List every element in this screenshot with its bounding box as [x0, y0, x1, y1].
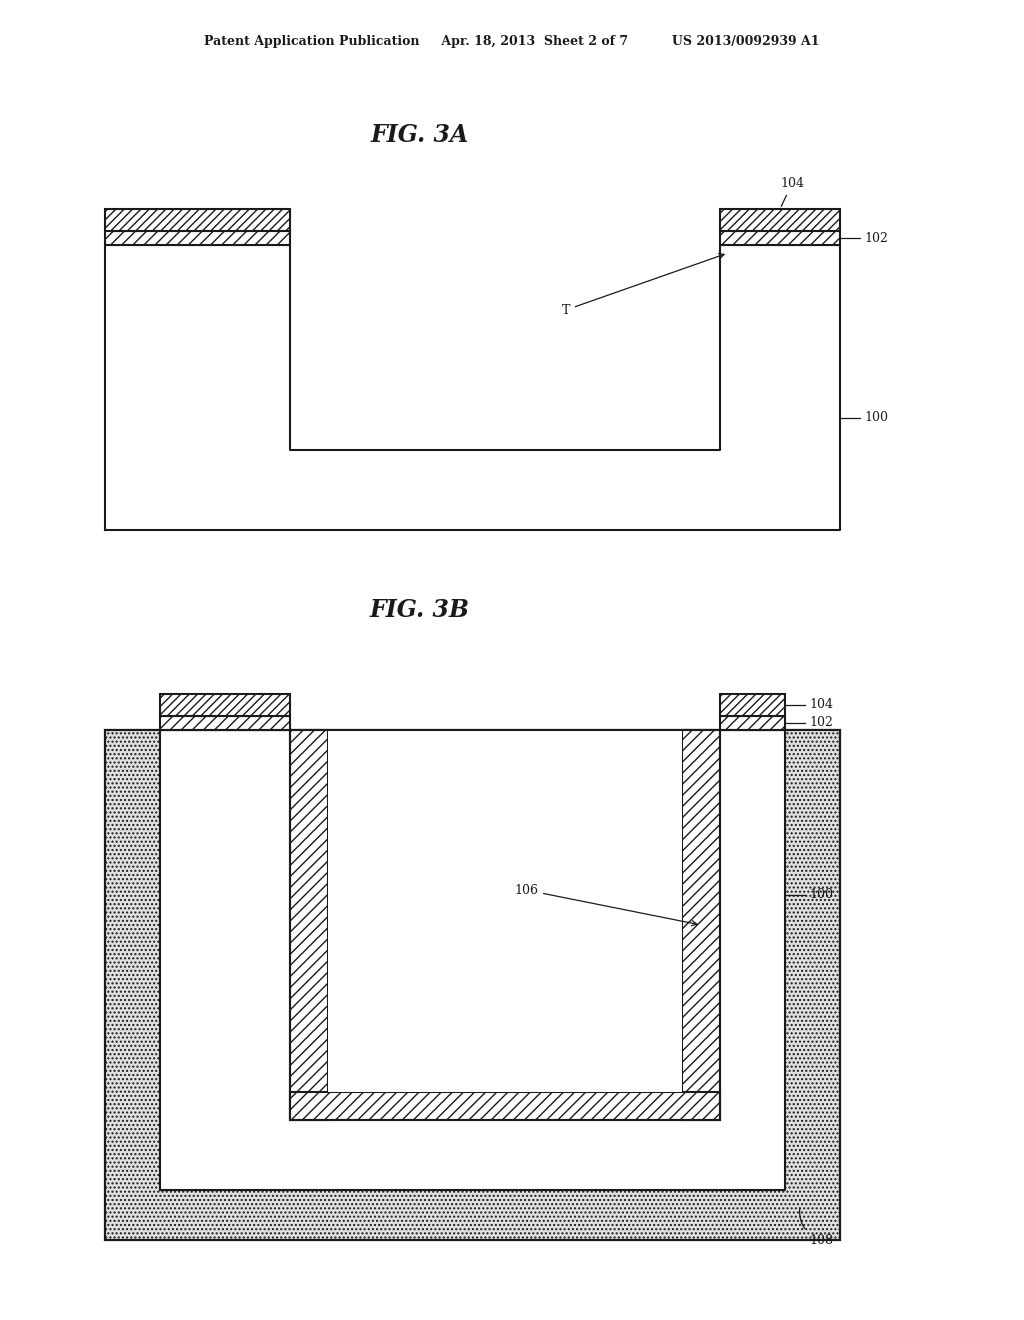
Text: 108: 108: [800, 1208, 833, 1246]
Text: 102: 102: [809, 717, 833, 730]
Text: 100: 100: [809, 888, 833, 902]
Bar: [720, 231, 840, 246]
Bar: [105, 231, 290, 246]
Bar: [682, 730, 720, 1119]
Bar: [720, 730, 785, 1191]
Text: FIG. 3A: FIG. 3A: [371, 123, 469, 147]
Text: T: T: [561, 253, 724, 317]
Bar: [105, 730, 840, 1239]
Text: 106: 106: [514, 883, 697, 925]
Bar: [290, 730, 328, 1119]
Bar: [105, 730, 840, 1239]
Text: 100: 100: [864, 411, 888, 424]
Bar: [290, 450, 720, 531]
Bar: [105, 246, 290, 531]
Bar: [105, 209, 290, 231]
Bar: [290, 246, 720, 450]
Bar: [160, 730, 290, 1191]
Bar: [328, 730, 682, 1092]
Text: FIG. 3B: FIG. 3B: [370, 598, 470, 622]
Bar: [720, 209, 840, 231]
Text: 104: 104: [809, 698, 833, 711]
Text: 104: 104: [780, 177, 804, 206]
Text: 102: 102: [864, 231, 888, 244]
Bar: [160, 715, 290, 730]
Bar: [290, 1119, 720, 1191]
Bar: [720, 694, 785, 715]
Bar: [160, 694, 290, 715]
Bar: [720, 246, 840, 531]
Bar: [290, 1092, 720, 1119]
Text: Patent Application Publication     Apr. 18, 2013  Sheet 2 of 7          US 2013/: Patent Application Publication Apr. 18, …: [204, 36, 820, 49]
Bar: [105, 730, 840, 1239]
Bar: [720, 715, 785, 730]
